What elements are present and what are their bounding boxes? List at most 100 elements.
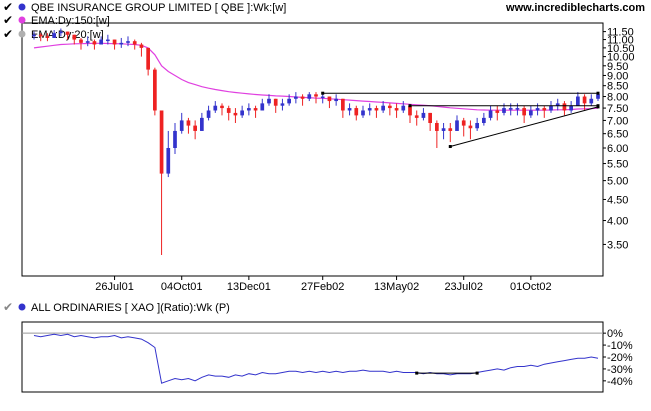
candle-body [401, 105, 406, 111]
legend-dot-ema20 [18, 30, 26, 38]
date-tick-label: 27Feb02 [301, 281, 344, 293]
price-tick-label: 5.00 [607, 176, 628, 188]
price-panel [21, 22, 604, 277]
candle-body [576, 96, 580, 106]
ratio-line [33, 333, 599, 384]
ratio-layer [33, 333, 599, 384]
checkbox-qbe[interactable]: ✔ [3, 0, 13, 14]
candle-body [529, 110, 533, 116]
ratio-tick-label: -40% [607, 376, 633, 388]
candle-body [327, 96, 332, 102]
candle-body [495, 110, 500, 113]
candle-body [562, 103, 567, 111]
candle-body [173, 130, 177, 148]
candle-body [240, 110, 244, 116]
candle-body [361, 110, 365, 116]
candle-body [52, 33, 56, 38]
candle-body [146, 47, 150, 70]
price-tick-label: 10.50 [607, 43, 635, 55]
trendline-handle[interactable] [321, 91, 325, 95]
candle-body [213, 105, 218, 111]
candle-body [482, 117, 486, 123]
legend-dot-qbe [18, 3, 26, 11]
candle-body [522, 108, 526, 116]
candle-body [273, 98, 278, 106]
candle-body [435, 122, 439, 131]
legend-dot-xao [18, 303, 26, 311]
trendline-handle[interactable] [408, 104, 412, 108]
price-tick-label: 9.00 [607, 70, 628, 82]
candle-body [106, 39, 110, 42]
candle-body [119, 42, 124, 45]
legend-row-ema150[interactable]: ✔ EMA:Dy:150:[w] [3, 13, 110, 27]
trendline-handle[interactable] [596, 105, 600, 109]
candle-body [294, 96, 298, 99]
date-tick-label: 04Oct01 [161, 281, 203, 293]
candle-body [374, 108, 379, 111]
candle-body [461, 120, 466, 126]
candle-body [226, 108, 231, 113]
candle-body [92, 41, 97, 45]
price-tick-label: 10.00 [607, 52, 635, 64]
candle-body [233, 112, 238, 116]
trendline-handle[interactable] [448, 145, 452, 149]
candle-body [535, 108, 540, 111]
candle-body [347, 108, 352, 111]
x-axis: 26Jul01 04Oct01 13Dec01 27Feb02 13May02 23Jul… [95, 276, 552, 293]
watermark: www.incrediblecharts.com [505, 2, 645, 14]
checkbox-ema150[interactable]: ✔ [3, 13, 13, 27]
price-tick-label: 11.50 [607, 27, 634, 39]
candle-body [589, 98, 594, 104]
candle-body [300, 96, 305, 99]
candle-body [186, 120, 191, 126]
candle-body [341, 98, 345, 111]
candle-body [307, 94, 312, 99]
candle-body [206, 110, 211, 118]
candle-body [253, 108, 258, 111]
candle-body [367, 108, 372, 111]
checkbox-xao[interactable]: ✔ [3, 300, 13, 314]
price-tick-label: 4.00 [607, 216, 628, 228]
legend-dot-ema150 [18, 16, 26, 24]
candle-body [441, 128, 446, 131]
date-tick-label: 13May02 [374, 281, 419, 293]
candle-body [320, 96, 325, 99]
candle-body [549, 105, 553, 111]
checkbox-ema20[interactable]: ✔ [3, 27, 13, 41]
price-tick-label: 7.00 [607, 115, 628, 127]
candle-body [72, 34, 77, 40]
trendline [450, 106, 599, 147]
trendline-handle[interactable] [475, 371, 479, 375]
candle-body [38, 34, 43, 37]
candle-body [408, 105, 412, 116]
candle-body [179, 120, 184, 131]
legend-row-qbe[interactable]: ✔ QBE INSURANCE GROUP LIMITED [ QBE ]:Wk… [3, 0, 286, 14]
candle-body [314, 94, 318, 97]
candle-body [414, 115, 419, 118]
legend-label-xao: ALL ORDINARIES [ XAO ](Ratio):Wk (P) [31, 302, 230, 314]
trendline-layer [321, 91, 600, 149]
candle-body [542, 108, 547, 111]
candle-body [159, 110, 164, 174]
candle-body [515, 108, 520, 110]
candle-body [381, 105, 385, 111]
candle-body [59, 31, 63, 34]
candle-body [260, 103, 265, 111]
candle-body [334, 98, 338, 102]
price-tick-label: 8.00 [607, 92, 628, 104]
date-tick-label: 26Jul01 [95, 281, 134, 293]
candle-body [582, 96, 587, 104]
trendline-handle[interactable] [415, 371, 419, 375]
candle-body [45, 36, 50, 38]
ratio-panel [21, 321, 604, 393]
date-tick-label: 13Dec01 [227, 281, 271, 293]
price-tick-label: 6.00 [607, 143, 628, 155]
candle-body [200, 117, 204, 131]
trendline-handle[interactable] [596, 91, 600, 95]
legend-row-xao[interactable]: ✔ ALL ORDINARIES [ XAO ](Ratio):Wk (P) [3, 300, 230, 314]
candle-body [247, 108, 251, 111]
ratio-tick-label: -20% [607, 352, 633, 364]
price-tick-label: 9.50 [607, 61, 628, 73]
